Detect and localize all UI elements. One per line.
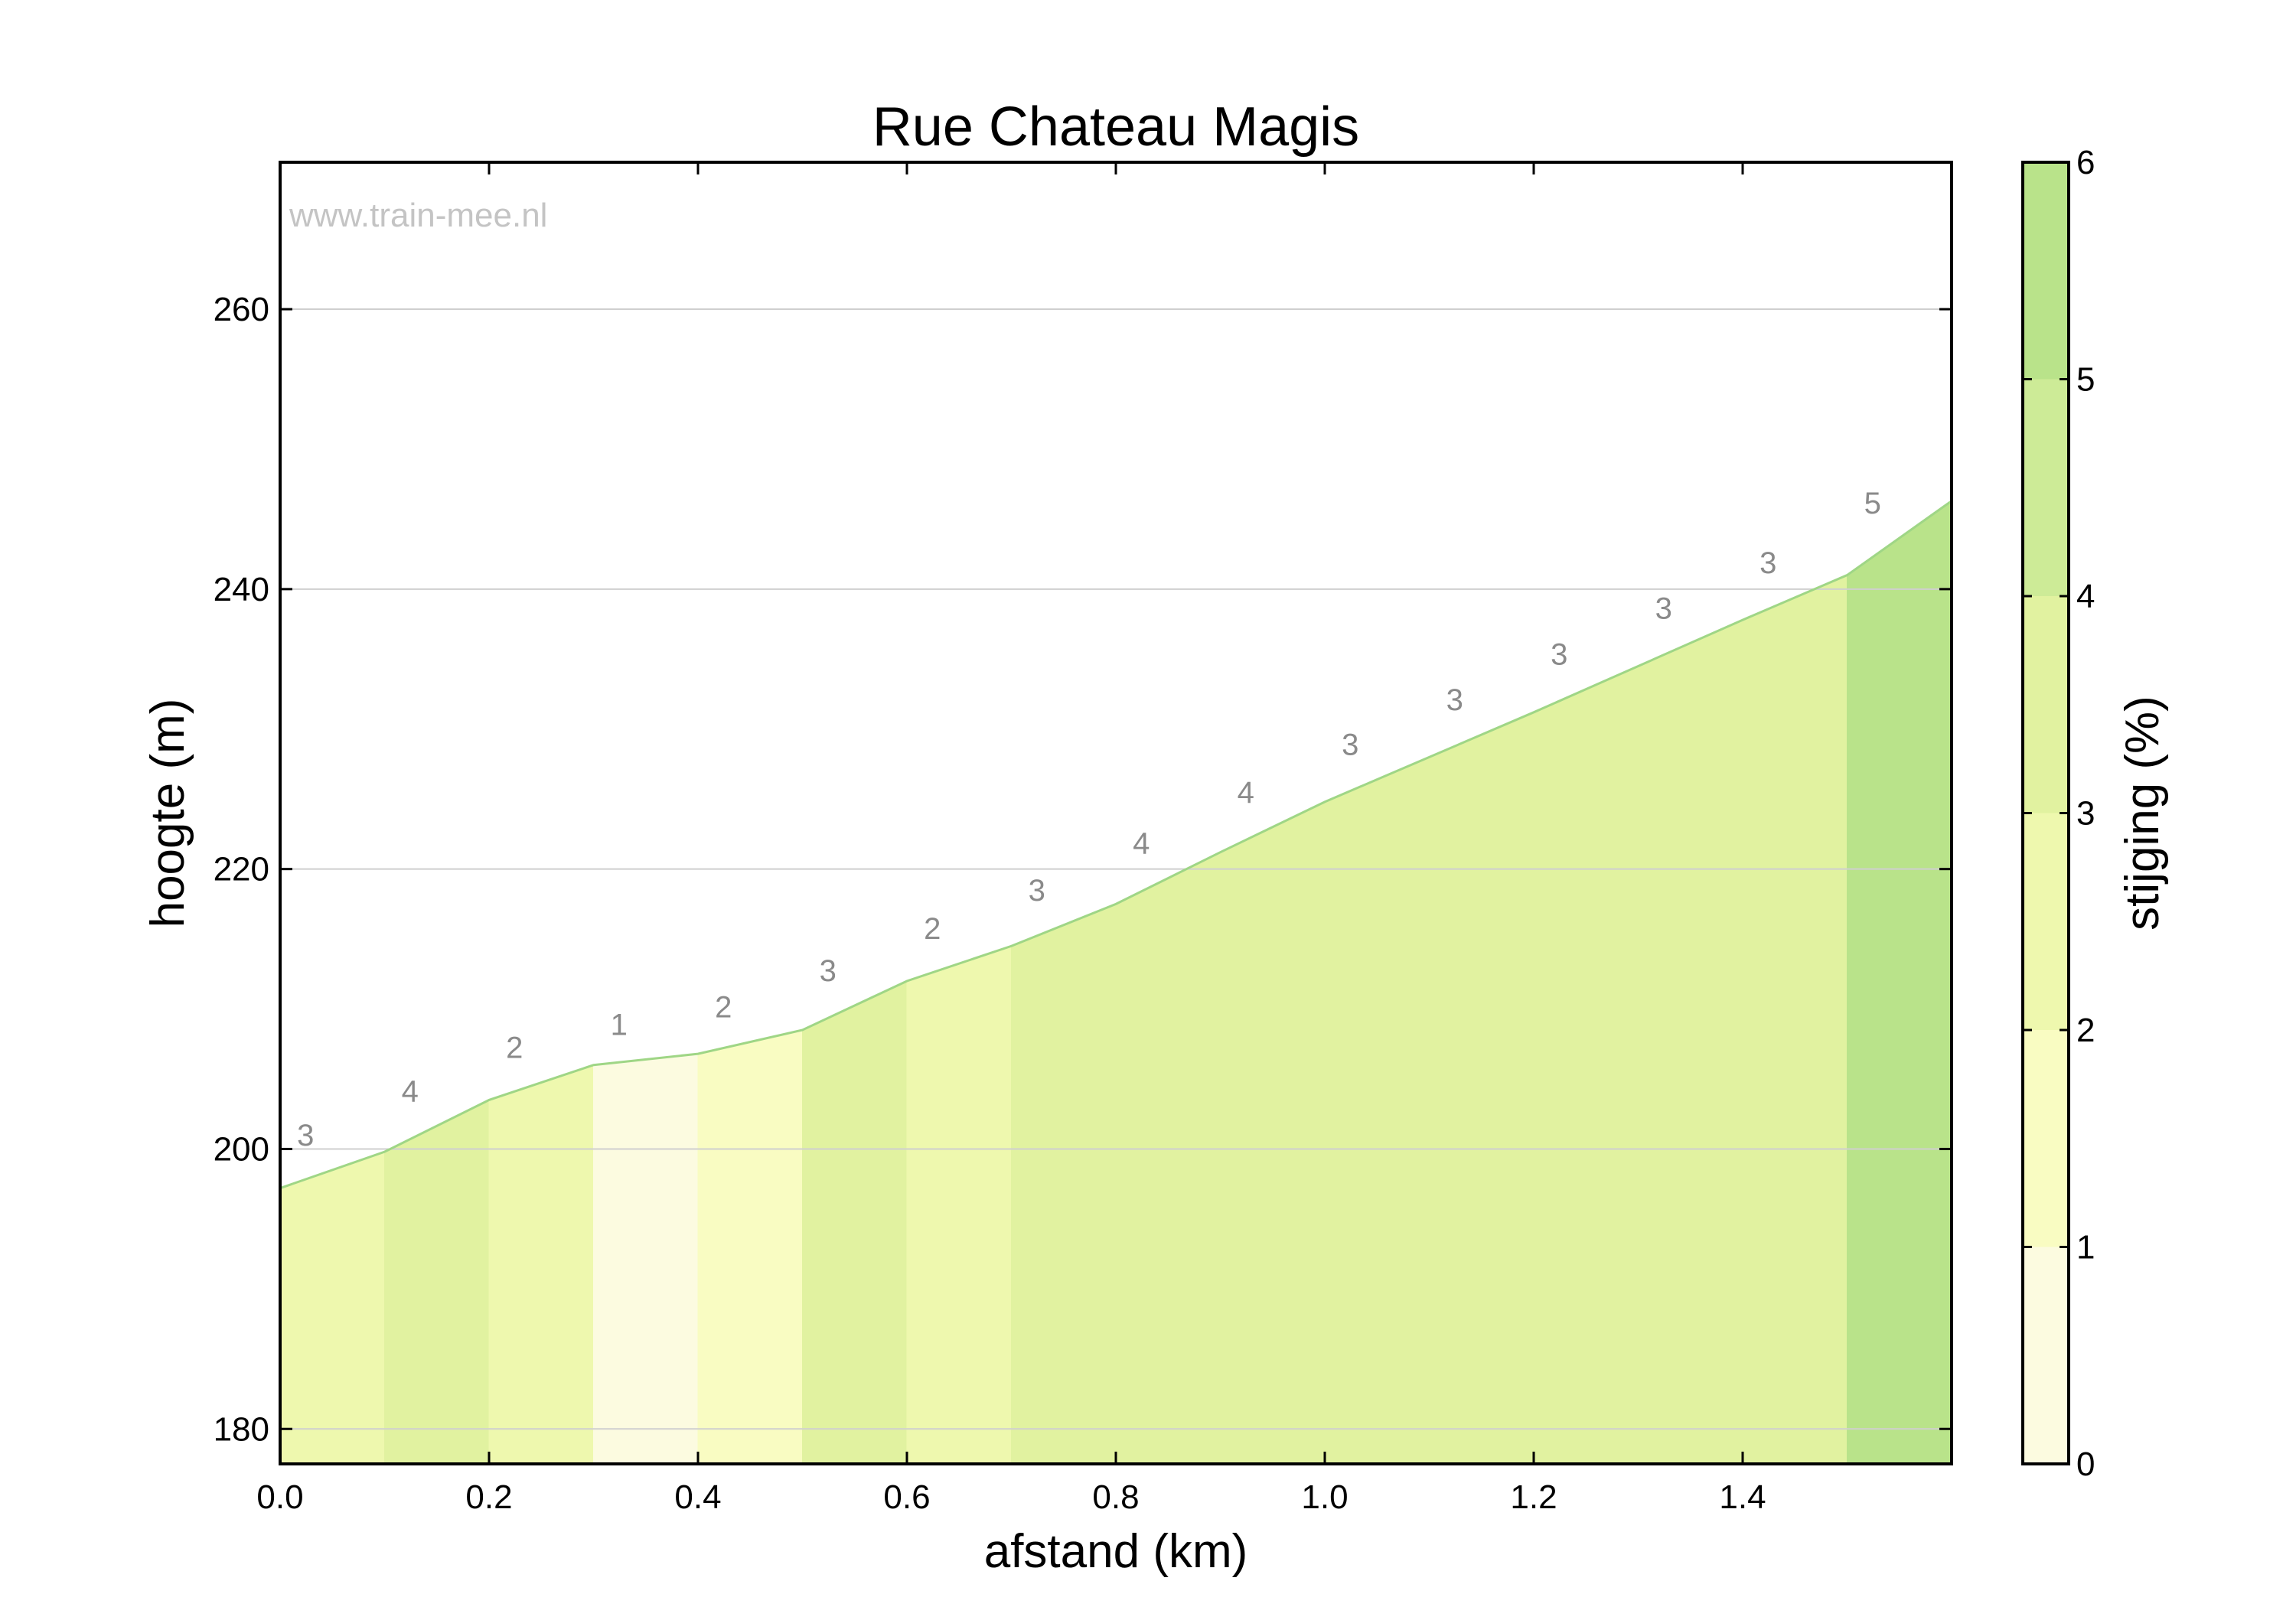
colorbar-tick-label-3: 3 xyxy=(2076,795,2095,833)
y-tick-label-4: 260 xyxy=(214,291,269,328)
grade-label-11: 3 xyxy=(1446,683,1463,717)
grade-segment-5 xyxy=(802,980,908,1465)
colorbar-band-4 xyxy=(2023,379,2069,596)
grade-label-10: 3 xyxy=(1342,729,1358,762)
grade-label-6: 2 xyxy=(924,912,941,946)
colorbar-tick-label-6: 6 xyxy=(2076,144,2095,181)
y-tick-label-1: 200 xyxy=(214,1130,269,1168)
colorbar: 0 1 2 3 4 5 6 xyxy=(2021,144,2095,1483)
grade-label-5: 3 xyxy=(820,954,837,988)
grade-label-4: 2 xyxy=(715,991,732,1025)
gridlines xyxy=(280,308,1952,1430)
grade-segment-0 xyxy=(279,1151,385,1465)
colorbar-tick-label-5: 5 xyxy=(2076,361,2095,399)
y-tick-label-2: 220 xyxy=(214,851,269,888)
grade-label-2: 2 xyxy=(506,1032,523,1065)
x-tick-label-1: 0.2 xyxy=(465,1478,512,1516)
grade-label-12: 3 xyxy=(1551,638,1567,672)
colorbar-band-5 xyxy=(2023,162,2069,380)
grade-segment-3 xyxy=(593,1053,699,1465)
colorbar-band-3 xyxy=(2023,596,2069,813)
colorbar-band-2 xyxy=(2023,813,2069,1030)
grade-segment-7 xyxy=(1011,903,1117,1465)
grade-label-0: 3 xyxy=(297,1119,314,1152)
grade-segment-11 xyxy=(1429,712,1534,1465)
colorbar-tick-label-2: 2 xyxy=(2076,1012,2095,1049)
colorbar-tick-label-4: 4 xyxy=(2076,578,2095,615)
grade-segments xyxy=(279,500,1952,1465)
colorbar-band-1 xyxy=(2023,1030,2069,1247)
x-tick-label-5: 1.0 xyxy=(1301,1478,1348,1516)
grade-labels: 3 4 2 1 2 3 2 3 4 4 3 3 3 3 3 5 xyxy=(297,487,1881,1152)
grade-segment-10 xyxy=(1324,756,1430,1465)
grade-segment-1 xyxy=(384,1099,490,1465)
x-axis-label: afstand (km) xyxy=(984,1525,1248,1578)
y-axis-label: hoogte (m) xyxy=(142,699,194,928)
grade-label-9: 4 xyxy=(1238,776,1254,810)
x-tick-label-7: 1.4 xyxy=(1719,1478,1766,1516)
x-tick-label-4: 0.8 xyxy=(1092,1478,1139,1516)
colorbar-tick-label-1: 1 xyxy=(2076,1229,2095,1266)
grade-segment-2 xyxy=(488,1064,594,1465)
grade-label-13: 3 xyxy=(1655,592,1672,625)
grade-segment-15 xyxy=(1847,500,1952,1465)
grade-label-14: 3 xyxy=(1760,546,1776,580)
grade-segment-13 xyxy=(1638,619,1743,1465)
colorbar-label: stijging (%) xyxy=(2116,696,2169,931)
grade-segment-6 xyxy=(906,945,1012,1465)
y-tick-label-3: 240 xyxy=(214,571,269,608)
grade-label-8: 4 xyxy=(1133,827,1150,861)
grade-segment-4 xyxy=(697,1029,803,1465)
grade-label-7: 3 xyxy=(1029,874,1045,908)
y-tick-label-0: 180 xyxy=(214,1410,269,1448)
grade-label-3: 1 xyxy=(611,1008,628,1041)
colorbar-tick-label-0: 0 xyxy=(2076,1446,2095,1483)
grade-segment-9 xyxy=(1220,801,1326,1465)
chart-title: Rue Chateau Magis xyxy=(872,96,1359,158)
grade-segment-12 xyxy=(1533,665,1639,1465)
grade-label-1: 4 xyxy=(402,1074,419,1108)
x-tick-label-0: 0.0 xyxy=(256,1478,303,1516)
grade-segment-8 xyxy=(1115,851,1221,1465)
elevation-line xyxy=(279,500,1952,1190)
x-tick-label-6: 1.2 xyxy=(1510,1478,1557,1516)
grade-label-15: 5 xyxy=(1864,487,1881,520)
watermark: www.train-mee.nl xyxy=(289,197,547,234)
grade-segment-14 xyxy=(1742,574,1848,1465)
axis-ticks: 0.0 0.2 0.4 0.6 0.8 1.0 1.2 1.4 180 200 220 240 260 xyxy=(214,162,1952,1516)
x-tick-label-3: 0.6 xyxy=(883,1478,930,1516)
colorbar-band-0 xyxy=(2023,1247,2069,1464)
x-tick-label-2: 0.4 xyxy=(674,1478,721,1516)
